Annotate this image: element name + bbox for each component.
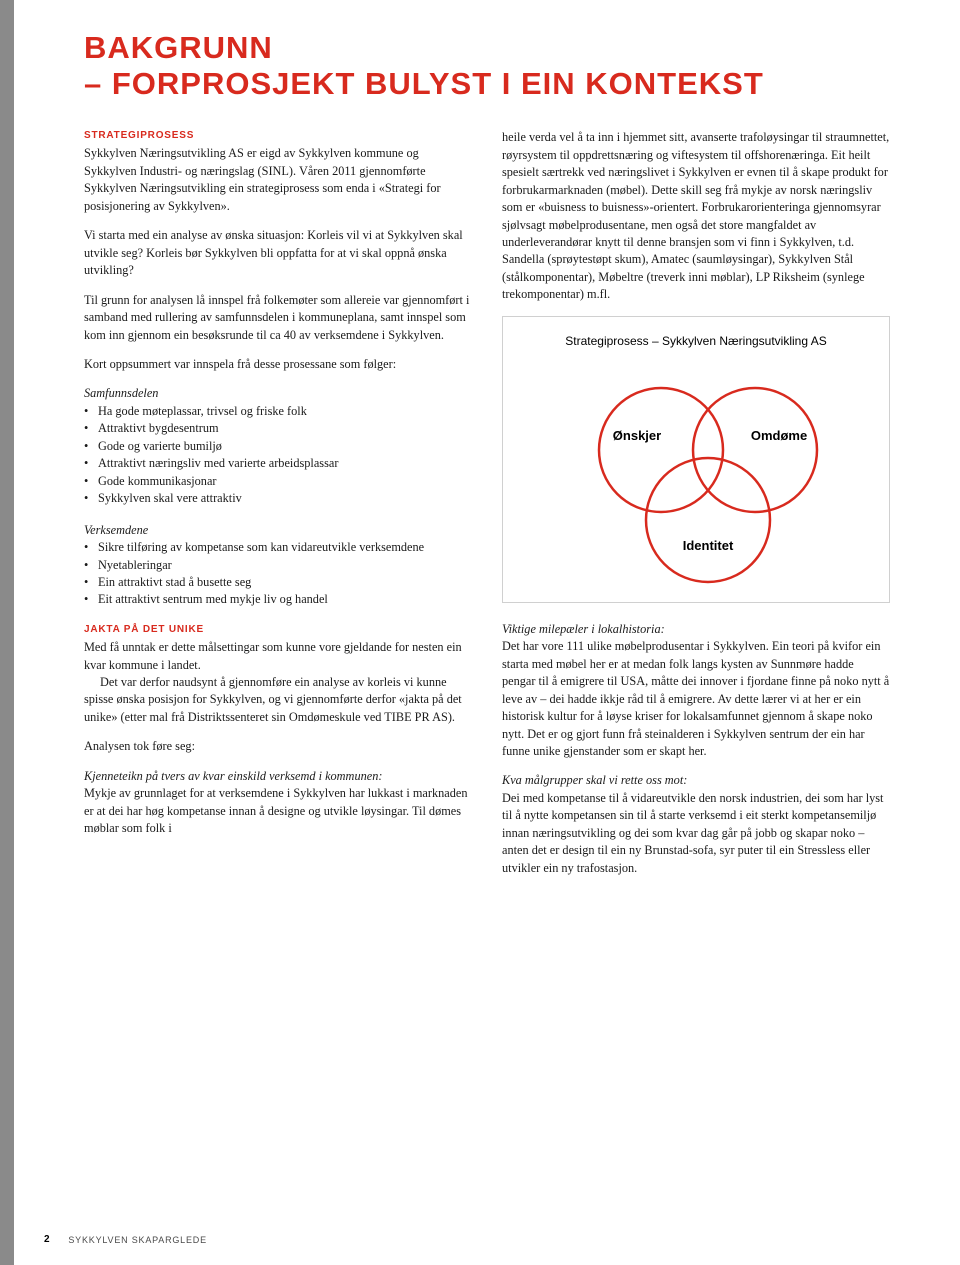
list-item: Eit attraktivt sentrum med mykje liv og … (84, 591, 470, 608)
samfunnsdelen-list: Ha gode møteplassar, trivsel og friske f… (84, 403, 470, 508)
right-p2: Det har vore 111 ulike møbelprodusentar … (502, 638, 890, 760)
left-p2: Vi starta med ein analyse av ønska situa… (84, 227, 470, 279)
right-p3: Dei med kompetanse til å vidareutvikle d… (502, 790, 890, 877)
verksemdene-list: Sikre tilføring av kompetanse som kan vi… (84, 539, 470, 609)
footer-label: SYKKYLVEN SKAPARGLEDE (68, 1235, 207, 1245)
målgrupper-heading: Kva målgrupper skal vi rette oss mot: (502, 772, 890, 789)
title-line-1: BAKGRUNN (84, 30, 890, 66)
subhead-jakta: JAKTA PÅ DET UNIKE (84, 623, 470, 637)
left-p7: Mykje av grunnlaget for at verksemdene i… (84, 785, 470, 837)
page-number: 2 (44, 1234, 50, 1245)
venn-label-identitet: Identitet (683, 538, 734, 553)
list-item: Attraktivt bygdesentrum (84, 420, 470, 437)
left-p6: Analysen tok føre seg: (84, 738, 470, 755)
venn-circle-omdome (693, 388, 817, 512)
left-column: STRATEGIPROSESS Sykkylven Næringsutvikli… (84, 129, 470, 877)
left-p5: Med få unntak er dette målsettingar som … (84, 639, 470, 674)
left-p5b: Det var derfor naudsynt å gjennomføre ei… (84, 674, 470, 726)
right-p1: heile verda vel å ta inn i hjemmet sitt,… (502, 129, 890, 304)
list-item: Gode og varierte bumiljø (84, 438, 470, 455)
verksemdene-heading: Verksemdene (84, 522, 470, 539)
venn-title: Strategiprosess – Sykkylven Næringsutvik… (513, 333, 879, 350)
list-item: Gode kommunikasjonar (84, 473, 470, 490)
list-item: Ha gode møteplassar, trivsel og friske f… (84, 403, 470, 420)
list-item: Attraktivt næringsliv med varierte arbei… (84, 455, 470, 472)
kjenneteikn-heading: Kjenneteikn på tvers av kvar einskild ve… (84, 768, 470, 785)
milepæler-heading: Viktige milepæler i lokalhistoria: (502, 621, 890, 638)
page-content: BAKGRUNN – FORPROSJEKT BULYST I EIN KONT… (14, 0, 960, 1265)
title-line-2: – FORPROSJEKT BULYST I EIN KONTEKST (84, 66, 890, 102)
venn-label-onskjer: Ønskjer (613, 428, 661, 443)
page-binding-edge (0, 0, 14, 1265)
two-column-layout: STRATEGIPROSESS Sykkylven Næringsutvikli… (84, 129, 890, 877)
samfunnsdelen-heading: Samfunnsdelen (84, 385, 470, 402)
page-footer: 2 SYKKYLVEN SKAPARGLEDE (14, 1234, 960, 1245)
left-p4: Kort oppsummert var innspela frå desse p… (84, 356, 470, 373)
list-item: Sykkylven skal vere attraktiv (84, 490, 470, 507)
venn-diagram: Ønskjer Omdøme Identitet (513, 360, 879, 590)
left-p3: Til grunn for analysen lå innspel frå fo… (84, 292, 470, 344)
page-title-block: BAKGRUNN – FORPROSJEKT BULYST I EIN KONT… (84, 30, 890, 101)
venn-label-omdome: Omdøme (751, 428, 807, 443)
subhead-strategiprosess: STRATEGIPROSESS (84, 129, 470, 143)
right-column: heile verda vel å ta inn i hjemmet sitt,… (502, 129, 890, 877)
venn-circle-onskjer (599, 388, 723, 512)
venn-circle-identitet (646, 458, 770, 582)
left-p1: Sykkylven Næringsutvikling AS er eigd av… (84, 145, 470, 215)
venn-diagram-box: Strategiprosess – Sykkylven Næringsutvik… (502, 316, 890, 603)
list-item: Sikre tilføring av kompetanse som kan vi… (84, 539, 470, 556)
list-item: Nyetableringar (84, 557, 470, 574)
venn-svg: Ønskjer Omdøme Identitet (513, 360, 901, 590)
list-item: Ein attraktivt stad å busette seg (84, 574, 470, 591)
